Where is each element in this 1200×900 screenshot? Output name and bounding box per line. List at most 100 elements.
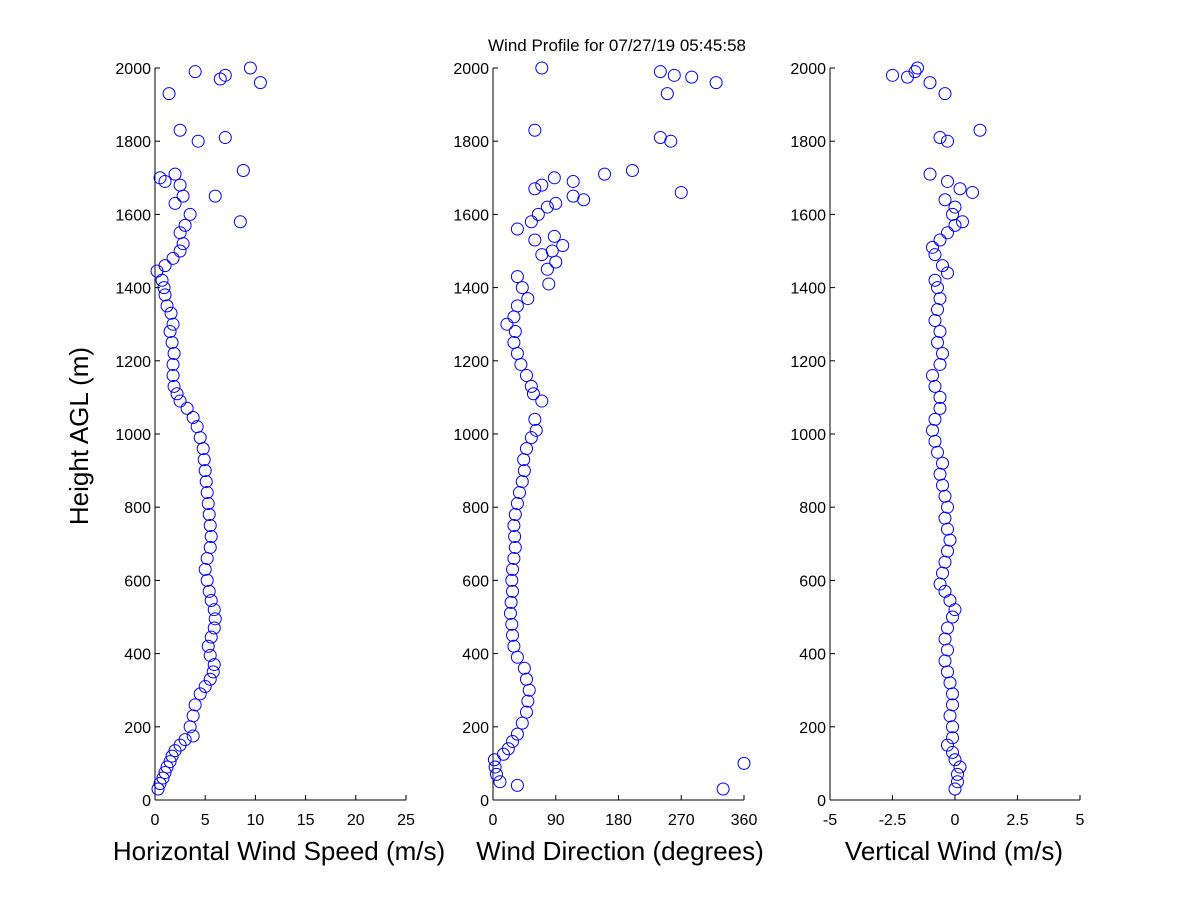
data-point [938,584,952,598]
data-point [923,167,937,181]
data-point [556,239,570,253]
data-point [153,171,167,185]
data-point [926,240,939,254]
data-point [508,325,522,339]
data-point [943,676,957,690]
data-point [510,346,524,360]
y-tick-label: 200 [124,720,151,737]
data-point [155,273,169,287]
data-point [549,255,563,269]
x-tick-label: 20 [347,812,365,829]
data-point [510,299,524,313]
data-point [938,632,952,646]
y-tick-label: 1600 [115,207,151,224]
data-point [529,423,543,437]
data-point [207,621,221,635]
data-point [946,745,959,759]
data-point [943,594,957,608]
y-tick-label: 400 [799,647,826,664]
data-point [933,401,947,415]
data-point [507,551,521,565]
data-point [948,782,962,796]
data-point [514,357,528,371]
data-point [928,412,942,426]
data-point [188,698,202,712]
x-axis-title-horizontal-wind-speed: Horizontal Wind Speed (m/s) [113,836,445,866]
data-point [931,336,944,349]
data-point [158,288,172,302]
data-point [540,262,554,276]
y-tick-label: 0 [817,793,826,810]
data-point [150,264,164,278]
data-point [941,544,954,558]
data-point [946,610,959,624]
x-tick-label: 0 [151,812,160,829]
y-tick-label: 800 [462,500,489,517]
data-point [190,420,204,434]
x-tick-label: 25 [397,812,415,829]
data-point [510,497,524,511]
data-point [507,310,521,324]
data-point [201,639,215,653]
data-point [625,163,639,177]
data-point [203,672,217,686]
data-point [163,325,177,339]
data-point [519,672,533,686]
data-point [519,705,533,719]
data-point [202,584,216,598]
data-point [503,606,517,620]
data-point [667,68,681,82]
data-point [931,303,944,317]
data-point [933,131,947,145]
data-point [936,259,949,273]
y-tick-label: 200 [462,720,489,737]
data-point [191,134,205,148]
data-point [188,65,202,79]
data-point [507,336,521,349]
y-tick-label: 0 [480,793,489,810]
y-tick-label: 2000 [453,61,489,78]
data-point [936,478,949,492]
data-point [946,731,959,745]
data-point [508,529,522,543]
data-point [517,661,531,675]
data-point [933,325,947,339]
data-point [167,346,181,360]
y-tick-label: 1200 [115,354,151,371]
x-tick-label: 360 [731,812,758,829]
y-tick-label: 1800 [115,134,151,151]
data-point [493,775,507,789]
data-point [948,603,962,617]
data-point [176,237,190,251]
data-point [510,270,524,284]
data-point [178,218,192,232]
data-point [660,87,674,101]
data-point [158,259,172,273]
data-point [208,189,222,203]
x-tick-label: 0 [951,812,960,829]
data-point [953,182,967,196]
y-tick-label: 600 [462,573,489,590]
data-point [737,756,751,770]
data-point [664,134,678,148]
data-point [528,412,542,426]
y-tick-label: 2000 [115,61,151,78]
data-point [519,368,533,382]
data-point [510,778,524,792]
x-tick-label: 5 [201,812,210,829]
y-tick-label: 2000 [790,61,826,78]
data-point [200,486,214,500]
figure-title: Wind Profile for 07/27/19 05:45:58 [488,36,746,55]
data-point [176,189,190,203]
panel-horizontal-wind-speed: 0 5 10 15 20 25 0 200 400 600 800 1000 1200 1400 1600 1… [115,61,415,829]
data-point [566,189,580,203]
data-point [203,519,217,532]
x-tick-label: 15 [297,812,315,829]
data-point [198,680,212,694]
data-point [938,87,952,101]
data-point [521,292,535,306]
data-point [549,196,563,210]
data-point [487,753,501,767]
data-point [522,683,536,697]
data-point [946,698,959,712]
